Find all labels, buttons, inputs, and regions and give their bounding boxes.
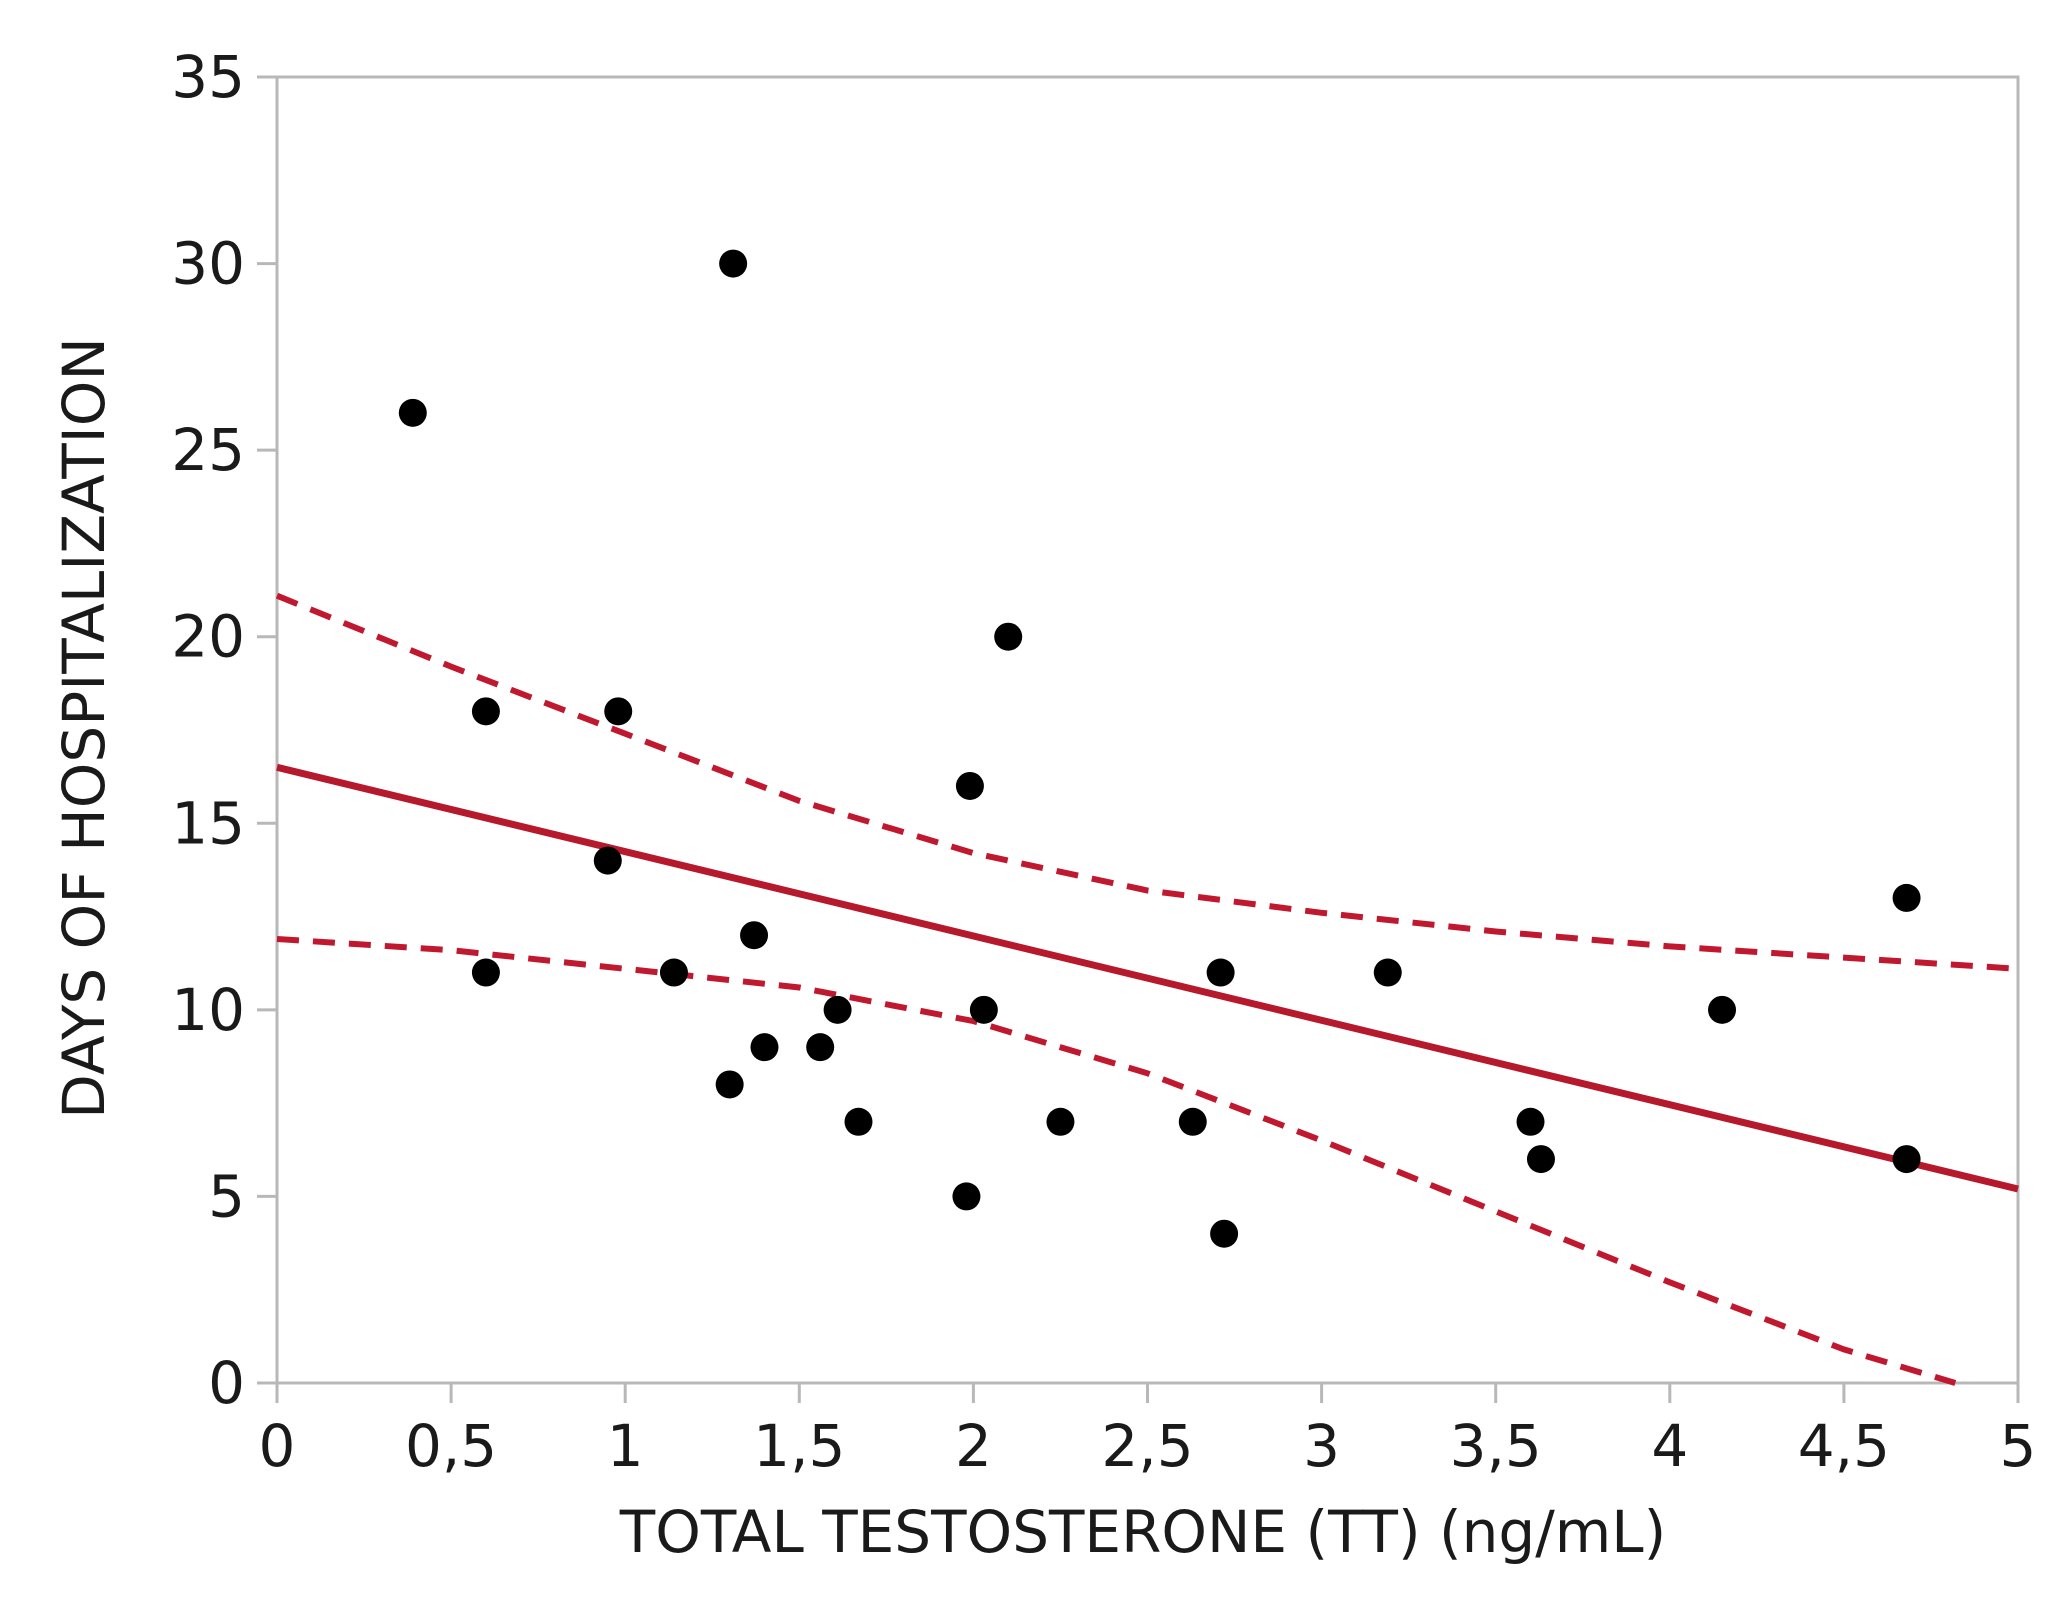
data-point (1178, 1107, 1207, 1136)
data-point (1210, 1219, 1239, 1248)
data-point (969, 995, 998, 1024)
regression-lines (275, 592, 2019, 1386)
data-point (471, 958, 500, 987)
x-axis-ticks: 0 0,5 1 1,5 2 2,5 3 3,5 4 4,5 5 (259, 1383, 2037, 1480)
plot-frame (275, 75, 2020, 1385)
x-tick-label: 1 (607, 1412, 644, 1480)
data-point (1526, 1145, 1555, 1174)
y-tick-label: 10 (171, 976, 245, 1044)
y-tick-label: 30 (171, 230, 245, 298)
x-tick-label: 2,5 (1101, 1412, 1193, 1480)
x-tick-label: 0,5 (405, 1412, 497, 1480)
y-tick-label: 15 (171, 789, 245, 857)
y-tick-label: 0 (208, 1349, 245, 1417)
data-point (593, 846, 622, 875)
y-tick-label: 20 (171, 603, 245, 671)
x-axis-title: TOTAL TESTOSTERONE (TT) (ng/mL) (619, 1498, 1666, 1566)
data-point (1516, 1107, 1545, 1136)
data-point (1892, 883, 1921, 912)
data-point (1892, 1145, 1921, 1174)
x-tick-label: 4,5 (1798, 1412, 1890, 1480)
plot-area (275, 75, 2020, 1385)
data-point (1046, 1107, 1075, 1136)
data-point (471, 697, 500, 726)
y-tick-label: 35 (171, 43, 245, 111)
x-tick-label: 2 (955, 1412, 992, 1480)
x-tick-label: 4 (1651, 1412, 1688, 1480)
data-point (750, 1033, 779, 1062)
data-point (659, 958, 688, 987)
data-point (844, 1107, 873, 1136)
x-tick-label: 0 (259, 1412, 296, 1480)
ci-upper-line (275, 592, 2019, 972)
data-point (719, 249, 748, 278)
data-points (398, 249, 1921, 1248)
x-tick-label: 1,5 (753, 1412, 845, 1480)
y-tick-label: 25 (171, 416, 245, 484)
y-axis-title: DAYS OF HOSPITALIZATION (50, 337, 118, 1119)
data-point (806, 1033, 835, 1062)
data-point (715, 1070, 744, 1099)
data-point (740, 921, 769, 950)
x-tick-label: 3,5 (1450, 1412, 1542, 1480)
data-point (823, 995, 852, 1024)
ci-lower-line (276, 936, 1957, 1386)
fit-line (276, 763, 2019, 1193)
data-point (1206, 958, 1235, 987)
data-point (398, 398, 427, 427)
data-point (994, 622, 1023, 651)
y-tick-label: 5 (208, 1162, 245, 1230)
x-tick-label: 5 (2000, 1412, 2037, 1480)
data-point (1373, 958, 1402, 987)
y-axis-ticks: 0 5 10 15 20 25 30 35 (171, 43, 277, 1417)
x-tick-label: 3 (1303, 1412, 1340, 1480)
data-point (1708, 995, 1737, 1024)
data-point (604, 697, 633, 726)
data-point (955, 771, 984, 800)
data-point (952, 1182, 981, 1211)
